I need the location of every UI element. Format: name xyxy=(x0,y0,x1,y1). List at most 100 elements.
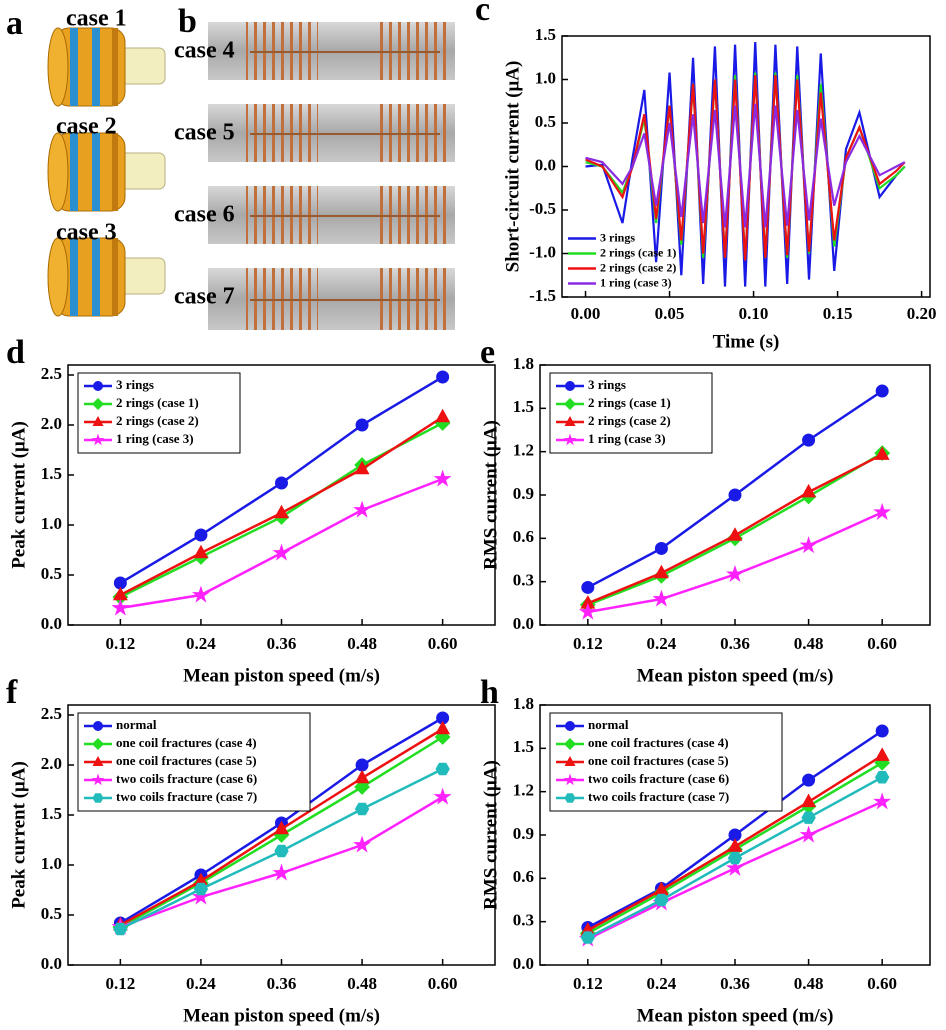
legend-label: two coils fracture (case 7) xyxy=(588,789,729,804)
x-tick-label: 0.10 xyxy=(739,304,769,323)
illustration-b xyxy=(208,22,455,330)
legend-label: 2 rings (case 2) xyxy=(116,413,199,428)
marker xyxy=(873,502,892,520)
marker xyxy=(801,811,816,824)
marker xyxy=(875,384,889,398)
legend-marker xyxy=(92,756,104,766)
marker xyxy=(727,838,743,852)
y-tick-label: 1.2 xyxy=(513,441,534,460)
marker xyxy=(874,771,890,784)
x-tick-label: 0.24 xyxy=(647,634,677,653)
y-axis-title: Peak current (μA) xyxy=(8,761,29,909)
y-tick-label: 1.0 xyxy=(535,68,556,87)
case-label: case 1 xyxy=(66,6,127,32)
legend-label: one coil fractures (case 4) xyxy=(588,735,729,750)
panel-label: c xyxy=(475,0,490,28)
legend-marker xyxy=(564,416,576,426)
x-tick-label: 0.12 xyxy=(573,634,603,653)
y-tick-label: 1.5 xyxy=(513,397,534,416)
legend-marker xyxy=(92,398,104,410)
legend-marker xyxy=(563,433,577,446)
legend-label: 2 rings (case 2) xyxy=(600,260,676,274)
y-tick-label: 1.5 xyxy=(41,464,62,483)
marker xyxy=(354,802,370,816)
y-tick-label: 1.5 xyxy=(513,737,534,756)
case-label: case 6 xyxy=(174,202,235,228)
marker xyxy=(799,536,818,554)
marker xyxy=(355,758,369,772)
marker xyxy=(353,835,372,853)
y-tick-label: -1.5 xyxy=(529,286,556,305)
marker xyxy=(193,544,209,559)
x-tick-label: 0.20 xyxy=(907,304,937,323)
legend-label: 2 rings (case 1) xyxy=(588,395,671,410)
legend-label: two coils fracture (case 6) xyxy=(588,771,729,786)
y-axis-title: Short-circuit current (μA) xyxy=(502,61,523,273)
x-tick-label: 0.12 xyxy=(105,974,135,993)
y-tick-label: 2.5 xyxy=(41,364,62,383)
y-tick-label: 0.0 xyxy=(513,614,534,633)
y-tick-label: 1.0 xyxy=(41,514,62,533)
legend-label: one coil fractures (case 5) xyxy=(116,753,257,768)
marker xyxy=(799,825,818,843)
marker xyxy=(436,370,450,384)
legend-label: 3 rings xyxy=(600,230,635,244)
marker xyxy=(194,528,208,542)
panel-label: a xyxy=(6,5,23,42)
x-tick-label: 0.00 xyxy=(571,304,601,323)
marker xyxy=(652,589,671,607)
marker xyxy=(272,863,291,881)
legend-label: one coil fractures (case 4) xyxy=(116,735,257,750)
marker xyxy=(111,598,130,616)
x-tick-label: 0.24 xyxy=(186,634,216,653)
y-tick-label: 0.6 xyxy=(513,867,534,886)
chart: f 0.0 0.5 1.0 1.5 2.0 2.5 0.12 0.24 0.36 0.48 0.60 M… xyxy=(6,674,496,1026)
case-label: case 7 xyxy=(174,284,235,310)
marker xyxy=(355,418,369,432)
x-tick-label: 0.05 xyxy=(655,304,685,323)
y-tick-label: 0.5 xyxy=(41,904,62,923)
x-axis-title: Time (s) xyxy=(713,331,780,352)
marker xyxy=(728,488,742,502)
case-label: case 4 xyxy=(174,38,235,64)
legend-box xyxy=(77,712,311,812)
x-tick-label: 0.48 xyxy=(794,974,824,993)
panel-label: f xyxy=(6,674,18,711)
x-axis-title: Mean piston speed (m/s) xyxy=(637,1005,834,1026)
marker xyxy=(275,476,288,490)
marker xyxy=(727,851,743,865)
x-tick-label: 0.12 xyxy=(105,634,135,653)
legend-label: normal xyxy=(588,717,629,732)
y-tick-label: 0.0 xyxy=(535,155,556,174)
x-axis-title: Mean piston speed (m/s) xyxy=(183,1005,380,1026)
y-tick-label: -0.5 xyxy=(529,199,556,218)
panel-label: h xyxy=(480,674,499,711)
legend-label: one coil fractures (case 5) xyxy=(588,753,729,768)
y-axis-title: RMS current (μA) xyxy=(480,760,501,910)
panel-label: b xyxy=(178,3,197,40)
legend-marker xyxy=(564,756,576,766)
marker xyxy=(874,446,890,460)
panel-label: d xyxy=(6,334,25,371)
marker xyxy=(654,893,669,907)
marker xyxy=(274,844,289,858)
marker xyxy=(354,460,370,475)
y-tick-label: 1.5 xyxy=(535,25,556,44)
x-axis-title: Mean piston speed (m/s) xyxy=(183,665,380,686)
legend-marker xyxy=(564,793,576,803)
chart: e 0.0 0.3 0.6 0.9 1.2 1.5 1.8 0.12 0.24 0.36 0.48 0.… xyxy=(480,334,931,686)
marker xyxy=(354,769,370,784)
y-tick-label: 2.0 xyxy=(41,414,62,433)
y-tick-label: 0.0 xyxy=(41,954,62,973)
legend-marker xyxy=(565,381,575,391)
legend-marker xyxy=(564,398,576,410)
marker xyxy=(802,433,816,447)
legend-marker xyxy=(565,721,575,731)
y-tick-label: 1.8 xyxy=(513,354,534,373)
legend-label: two coils fracture (case 6) xyxy=(116,771,257,786)
legend-label: 2 rings (case 2) xyxy=(588,413,671,428)
legend-marker xyxy=(93,381,103,391)
panel-label: e xyxy=(480,334,495,371)
case-label: case 3 xyxy=(56,220,117,246)
case-label: case 5 xyxy=(174,120,235,146)
